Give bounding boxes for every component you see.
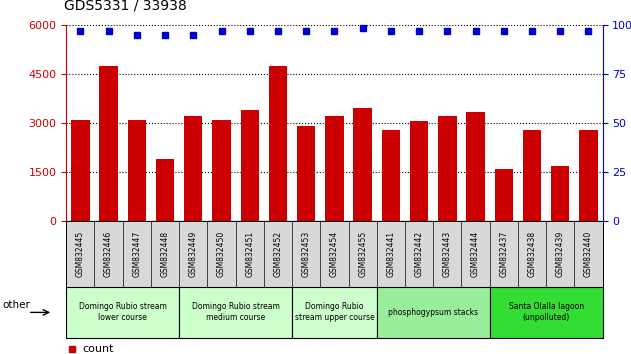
Text: GSM832448: GSM832448 xyxy=(160,231,170,277)
Text: GSM832455: GSM832455 xyxy=(358,231,367,277)
Bar xyxy=(100,66,118,221)
Text: Domingo Rubio stream
medium course: Domingo Rubio stream medium course xyxy=(192,302,280,322)
Text: GSM832446: GSM832446 xyxy=(104,231,113,277)
Bar xyxy=(490,287,603,338)
Text: GSM832454: GSM832454 xyxy=(330,231,339,277)
Text: GSM832440: GSM832440 xyxy=(584,231,593,277)
Bar xyxy=(579,130,598,221)
Bar xyxy=(71,120,90,221)
Text: count: count xyxy=(82,344,114,354)
Bar xyxy=(184,116,203,221)
Bar xyxy=(240,110,259,221)
Text: GSM832447: GSM832447 xyxy=(133,231,141,277)
Text: GSM832443: GSM832443 xyxy=(443,231,452,277)
Bar xyxy=(377,287,490,338)
Bar xyxy=(353,108,372,221)
Text: Santa Olalla lagoon
(unpolluted): Santa Olalla lagoon (unpolluted) xyxy=(509,302,584,322)
Bar xyxy=(495,169,513,221)
Bar xyxy=(325,116,344,221)
Text: GSM832452: GSM832452 xyxy=(273,231,283,277)
Text: GSM832442: GSM832442 xyxy=(415,231,423,277)
Bar xyxy=(213,120,231,221)
Bar xyxy=(269,66,287,221)
Bar xyxy=(66,287,179,338)
Text: GSM832437: GSM832437 xyxy=(499,231,509,277)
Bar xyxy=(297,126,316,221)
Bar xyxy=(156,159,174,221)
Text: GDS5331 / 33938: GDS5331 / 33938 xyxy=(64,0,186,13)
Bar xyxy=(410,121,428,221)
Text: GSM832450: GSM832450 xyxy=(217,231,226,277)
Bar xyxy=(292,287,377,338)
Text: other: other xyxy=(3,300,30,310)
Text: GSM832449: GSM832449 xyxy=(189,231,198,277)
Text: GSM832445: GSM832445 xyxy=(76,231,85,277)
Bar xyxy=(438,116,456,221)
Text: GSM832451: GSM832451 xyxy=(245,231,254,277)
Text: GSM832441: GSM832441 xyxy=(386,231,396,277)
Text: GSM832444: GSM832444 xyxy=(471,231,480,277)
Bar xyxy=(523,130,541,221)
Bar xyxy=(127,120,146,221)
Text: GSM832453: GSM832453 xyxy=(302,231,310,277)
Text: Domingo Rubio stream
lower course: Domingo Rubio stream lower course xyxy=(79,302,167,322)
Text: GSM832438: GSM832438 xyxy=(528,231,536,277)
Bar xyxy=(382,130,400,221)
Bar xyxy=(551,166,569,221)
Bar xyxy=(179,287,292,338)
Bar xyxy=(466,112,485,221)
Text: phosphogypsum stacks: phosphogypsum stacks xyxy=(388,308,478,317)
Text: Domingo Rubio
stream upper course: Domingo Rubio stream upper course xyxy=(295,302,374,322)
Text: GSM832439: GSM832439 xyxy=(556,231,565,277)
